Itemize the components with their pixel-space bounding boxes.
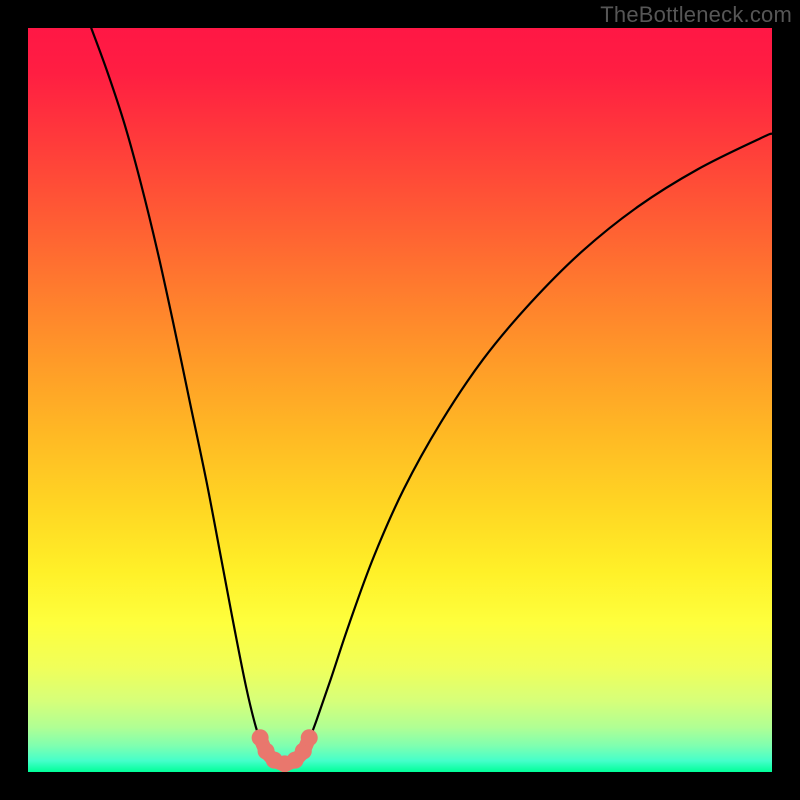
- chart-frame: TheBottleneck.com: [0, 0, 800, 800]
- gradient-background: [28, 28, 772, 772]
- dip-marker: [301, 729, 318, 746]
- plot-svg: [28, 28, 772, 772]
- plot-area: [28, 28, 772, 772]
- watermark-text: TheBottleneck.com: [600, 2, 792, 28]
